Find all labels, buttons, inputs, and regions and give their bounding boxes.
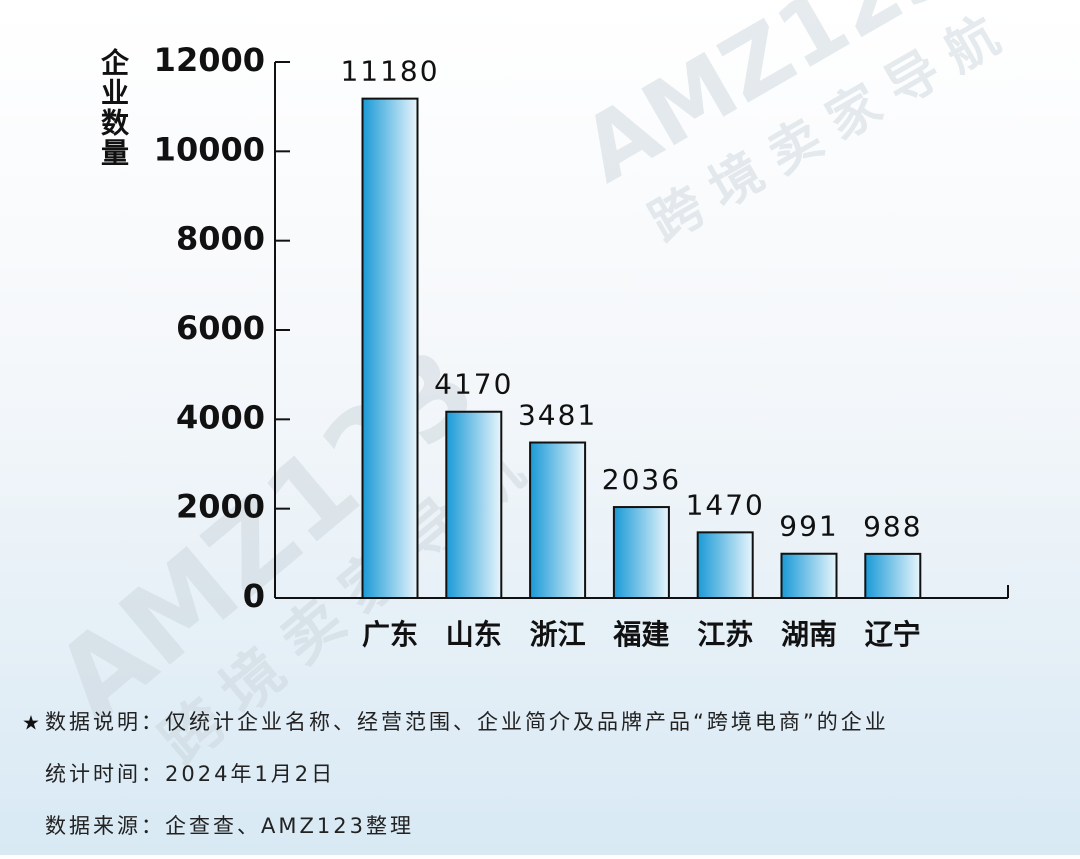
value-label: 3481: [518, 399, 597, 432]
note: 数据说明：仅统计企业名称、经营范围、企业简介及品牌产品“跨境电商”的企业: [45, 710, 889, 734]
value-label: 988: [863, 510, 922, 543]
y-tick-label: 2000: [176, 488, 265, 526]
value-label: 4170: [434, 368, 513, 401]
y-tick-label: 12000: [154, 41, 265, 79]
bar: [529, 441, 587, 599]
value-label: 11180: [340, 55, 439, 88]
y-tick-label: 8000: [176, 220, 265, 258]
bar: [445, 410, 503, 599]
y-tick-label: 10000: [154, 130, 265, 168]
bar: [612, 506, 670, 599]
x-tick-label: 浙江: [530, 618, 586, 651]
bar: [780, 552, 838, 600]
note-star: ★: [22, 711, 40, 735]
note: 统计时间：2024年1月2日: [45, 762, 335, 786]
y-tick-label: 6000: [176, 309, 265, 347]
value-label: 1470: [686, 488, 765, 521]
x-tick-label: 辽宁: [865, 618, 921, 651]
x-tick-label: 湖南: [781, 618, 837, 651]
bar: [361, 97, 419, 599]
x-tick-label: 山东: [446, 618, 502, 651]
x-tick-label: 江苏: [697, 618, 753, 651]
x-tick-label: 广东: [362, 618, 418, 651]
x-tick-label: 福建: [612, 618, 669, 651]
bar: [696, 531, 754, 600]
note: 数据来源：企查查、AMZ123整理: [45, 814, 414, 838]
bar: [864, 552, 922, 599]
y-tick-label: 4000: [176, 398, 265, 436]
y-axis-label: 企业数量: [97, 47, 130, 168]
value-label: 2036: [602, 463, 681, 496]
y-tick-label: 0: [243, 577, 265, 615]
value-label: 991: [779, 510, 838, 543]
